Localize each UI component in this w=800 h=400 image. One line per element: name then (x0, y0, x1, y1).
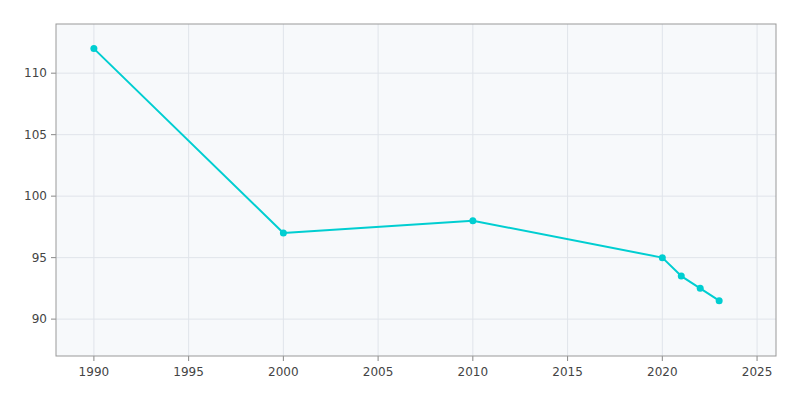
tick-mark (51, 73, 56, 74)
tick-label: 1990 (79, 365, 110, 379)
tick-mark (757, 356, 758, 361)
grid-line (56, 134, 776, 135)
grid-line (56, 196, 776, 197)
plot-frame (56, 24, 776, 356)
tick-mark (188, 356, 189, 361)
grid (56, 24, 776, 356)
point (280, 230, 287, 237)
axes: 1990 1995 2000 2005 2010 2015 2020 2025 90 95 100 1… (24, 24, 776, 379)
line (94, 49, 719, 301)
grid-line (757, 24, 758, 356)
tick-mark (93, 356, 94, 361)
tick-label: 2000 (268, 365, 299, 379)
tick-mark (662, 356, 663, 361)
tick-mark (51, 319, 56, 320)
series (90, 45, 722, 304)
point (716, 297, 723, 304)
tick-mark (51, 134, 56, 135)
grid-line (56, 257, 776, 258)
point (659, 254, 666, 261)
point (697, 285, 704, 292)
tick-mark (51, 196, 56, 197)
tick-label: 2005 (363, 365, 394, 379)
grid-line (472, 24, 473, 356)
tick-mark (51, 257, 56, 258)
point (678, 273, 685, 280)
tick-label: 2020 (647, 365, 678, 379)
tick-label: 105 (24, 128, 47, 142)
grid-line (567, 24, 568, 356)
grid-line (56, 319, 776, 320)
tick-label: 95 (32, 251, 47, 265)
tick-label: 90 (32, 312, 47, 326)
tick-mark (378, 356, 379, 361)
tick-mark (567, 356, 568, 361)
point (469, 217, 476, 224)
grid-line (56, 73, 776, 74)
grid-line (93, 24, 94, 356)
chart: 1990 1995 2000 2005 2010 2015 2020 2025 90 95 100 1… (0, 0, 800, 400)
grid-line (283, 24, 284, 356)
tick-label: 1995 (173, 365, 204, 379)
tick-label: 2010 (458, 365, 489, 379)
tick-label: 2015 (552, 365, 583, 379)
tick-label: 100 (24, 189, 47, 203)
grid-line (188, 24, 189, 356)
tick-mark (283, 356, 284, 361)
grid-line (378, 24, 379, 356)
point (90, 45, 97, 52)
plot-area (56, 24, 776, 356)
tick-label: 2025 (742, 365, 773, 379)
grid-line (662, 24, 663, 356)
tick-mark (472, 356, 473, 361)
tick-label: 110 (24, 66, 47, 80)
